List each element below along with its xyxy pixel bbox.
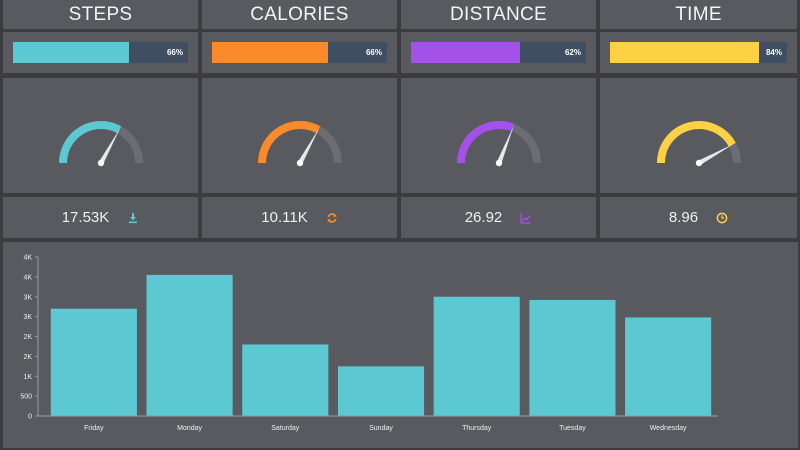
time-progress-label: 84% [765,48,782,57]
distance-title: DISTANCE [449,3,548,25]
x-tick-label: Friday [84,425,104,432]
x-tick-label: Thursday [462,425,492,432]
steps-progress-track: 66% [13,42,188,63]
distance-value: 26.92 [464,209,503,226]
steps-gauge-hub [97,159,104,166]
y-tick-label: 0 [28,414,32,421]
steps-gauge [58,120,143,166]
y-tick-label: 500 [20,394,32,401]
weekly-bar-chart-panel: 0 500 1K 2K 2K 3K 3K 4K 4K Friday Monday Saturday S… [3,242,798,448]
steps-value: 17.53K [61,209,110,226]
x-tick-label: Saturday [271,425,300,432]
time-value-panel: 8.96 [600,197,797,238]
bar-thursday [433,296,520,416]
bar-friday [50,308,137,416]
refresh-icon [326,212,337,223]
y-tick-label: 3K [23,314,32,321]
calories-progress-panel: 66% [202,32,397,73]
y-axis: 0 500 1K 2K 2K 3K 3K 4K 4K [20,255,39,421]
steps-progress-label: 66% [166,48,183,57]
bar-tuesday [529,299,616,416]
time-title-panel: TIME [600,0,797,29]
distance-value-panel: 26.92 [401,197,596,238]
x-tick-label: Monday [177,425,202,432]
calories-progress-fill [212,42,328,63]
bar-monday [146,274,233,416]
distance-gauge-fill [456,120,514,163]
steps-title: STEPS [68,3,133,25]
x-axis: Friday Monday Saturday Sunday Thursday Tuesda… [38,415,718,432]
calories-gauge-needle [297,127,319,164]
time-gauge-hub [695,159,702,166]
distance-gauge [456,120,541,166]
y-tick-label: 4K [23,255,32,262]
distance-progress-track: 62% [411,42,586,63]
calories-progress-label: 66% [365,48,382,57]
x-tick-label: Wednesday [650,425,687,432]
bars [50,274,712,416]
calories-value: 10.11K [261,209,308,226]
steps-progress-panel: 66% [3,32,198,73]
time-gauge-panel [600,78,797,193]
calories-title: CALORIES [250,3,349,25]
calories-gauge-hub [296,159,303,166]
calories-gauge-fill [257,120,320,163]
line-chart-icon [520,212,532,224]
distance-gauge-needle [496,125,514,164]
x-tick-label: Tuesday [559,425,586,432]
time-value: 8.96 [668,209,699,226]
distance-title-panel: DISTANCE [401,0,596,29]
download-icon [129,212,138,223]
time-gauge [656,120,741,166]
y-tick-label: 2K [23,334,32,341]
steps-gauge-fill [58,120,121,163]
calories-gauge [257,120,342,166]
y-tick-label: 3K [23,294,32,301]
steps-value-panel: 17.53K [3,197,198,238]
distance-gauge-panel [401,78,596,193]
clock-icon [716,212,728,223]
steps-gauge-panel [3,78,198,193]
time-progress-panel: 84% [600,32,797,73]
time-title: TIME [675,3,722,25]
time-progress-track: 84% [610,42,787,63]
weekly-bar-chart: 0 500 1K 2K 2K 3K 3K 4K 4K Friday Monday Saturday S… [20,255,718,432]
steps-progress-fill [13,42,129,63]
distance-progress-panel: 62% [401,32,596,73]
steps-gauge-needle [98,127,120,164]
calories-progress-track: 66% [212,42,387,63]
bar-wednesday [625,317,712,416]
distance-progress-fill [411,42,520,63]
calories-gauge-panel [202,78,397,193]
y-tick-label: 2K [23,354,32,361]
y-tick-label: 1K [23,374,32,381]
calories-value-panel: 10.11K [202,197,397,238]
bar-sunday [337,366,425,416]
distance-progress-label: 62% [564,48,581,57]
bar-saturday [242,344,329,416]
time-gauge-needle [697,143,734,165]
calories-title-panel: CALORIES [202,0,397,29]
y-tick-label: 4K [23,274,32,281]
time-gauge-fill [656,120,736,163]
time-progress-fill [610,42,759,63]
x-tick-label: Sunday [369,425,393,432]
distance-gauge-hub [495,159,502,166]
steps-title-panel: STEPS [3,0,198,29]
